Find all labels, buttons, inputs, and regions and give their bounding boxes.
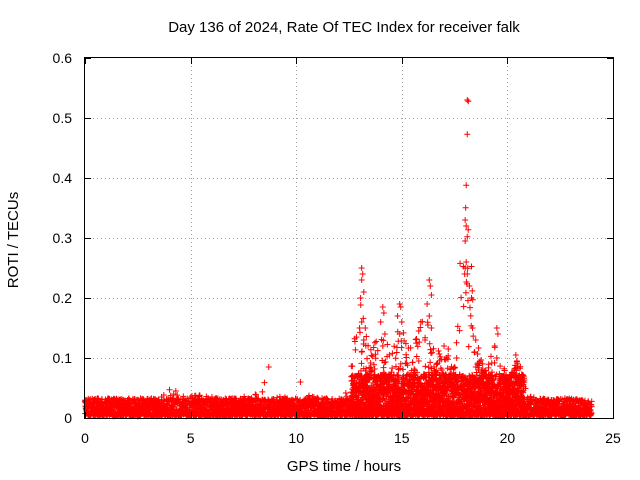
data-point	[475, 345, 482, 352]
data-point	[414, 343, 421, 350]
data-point	[427, 346, 434, 353]
data-point	[364, 355, 371, 362]
grid-lines	[85, 58, 613, 418]
data-point	[428, 349, 435, 356]
data-point	[324, 396, 331, 403]
data-point	[413, 336, 420, 343]
data-point	[358, 360, 365, 367]
data-points	[81, 97, 595, 420]
data-point	[196, 392, 203, 399]
data-point	[252, 391, 259, 398]
data-point	[436, 350, 443, 357]
data-point	[458, 294, 465, 301]
data-point	[393, 349, 400, 356]
data-point	[460, 303, 467, 310]
data-point	[373, 338, 380, 345]
data-point	[424, 321, 431, 328]
data-point	[351, 338, 358, 345]
data-point	[352, 346, 359, 353]
data-point	[462, 289, 469, 296]
data-point	[362, 324, 369, 331]
data-point	[371, 339, 378, 346]
data-point	[180, 393, 187, 400]
data-point	[255, 395, 262, 402]
data-point	[160, 391, 167, 398]
data-point	[389, 350, 396, 357]
data-point	[392, 355, 399, 362]
data-point	[289, 396, 296, 403]
data-point	[161, 397, 168, 404]
data-point	[427, 359, 434, 366]
data-point	[469, 287, 476, 294]
data-point	[409, 359, 416, 366]
data-point	[403, 354, 410, 361]
data-point	[368, 352, 375, 359]
data-point	[422, 363, 429, 370]
data-point	[400, 329, 407, 336]
data-point	[349, 363, 356, 370]
data-point	[462, 204, 469, 211]
data-point	[170, 391, 177, 398]
data-point	[353, 334, 360, 341]
data-point	[384, 341, 391, 348]
data-point	[485, 361, 492, 368]
data-point	[315, 396, 322, 403]
data-point	[391, 343, 398, 350]
data-point	[426, 340, 433, 347]
data-point	[397, 360, 404, 367]
data-point	[323, 395, 330, 402]
data-point	[465, 343, 472, 350]
data-point	[261, 379, 268, 386]
data-point	[457, 260, 464, 267]
data-point	[357, 301, 364, 308]
data-point	[389, 365, 396, 372]
data-point	[382, 358, 389, 365]
data-point	[380, 364, 387, 371]
data-point	[467, 312, 474, 319]
data-point	[398, 344, 405, 351]
data-point	[400, 366, 407, 373]
data-point	[466, 304, 473, 311]
data-point	[259, 388, 266, 395]
data-point	[127, 403, 134, 410]
data-point	[478, 356, 485, 363]
data-point	[453, 339, 460, 346]
data-point	[342, 389, 349, 396]
